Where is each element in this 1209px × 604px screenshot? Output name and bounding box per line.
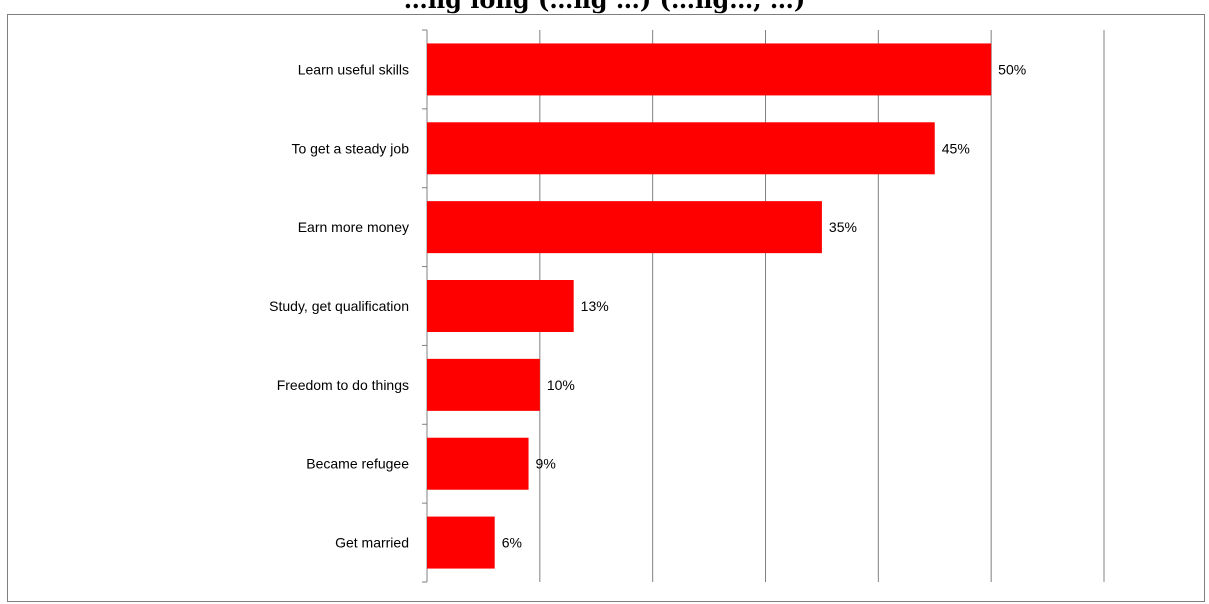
- bar: [427, 122, 935, 175]
- data-label: 9%: [536, 456, 556, 472]
- category-label: Freedom to do things: [277, 377, 409, 393]
- category-label: Get married: [335, 535, 409, 551]
- bar: [427, 516, 495, 569]
- data-label: 35%: [829, 219, 857, 235]
- data-label: 6%: [502, 535, 522, 551]
- category-label: Became refugee: [306, 456, 409, 472]
- bar: [427, 201, 822, 254]
- data-label: 10%: [547, 377, 575, 393]
- data-label: 45%: [942, 140, 970, 156]
- data-label: 13%: [581, 298, 609, 314]
- category-label: Earn more money: [298, 219, 409, 235]
- bar: [427, 358, 540, 411]
- chart-title: …ng long (…ng …) (…ng…, …): [0, 0, 1209, 16]
- category-label: Study, get qualification: [269, 298, 409, 314]
- data-label: 50%: [998, 61, 1026, 77]
- bar: [427, 280, 574, 332]
- bar: [427, 43, 992, 96]
- bar: [427, 437, 529, 490]
- category-label: Learn useful skills: [298, 61, 409, 77]
- chart-frame: [7, 14, 1205, 602]
- category-label: To get a steady job: [291, 140, 409, 156]
